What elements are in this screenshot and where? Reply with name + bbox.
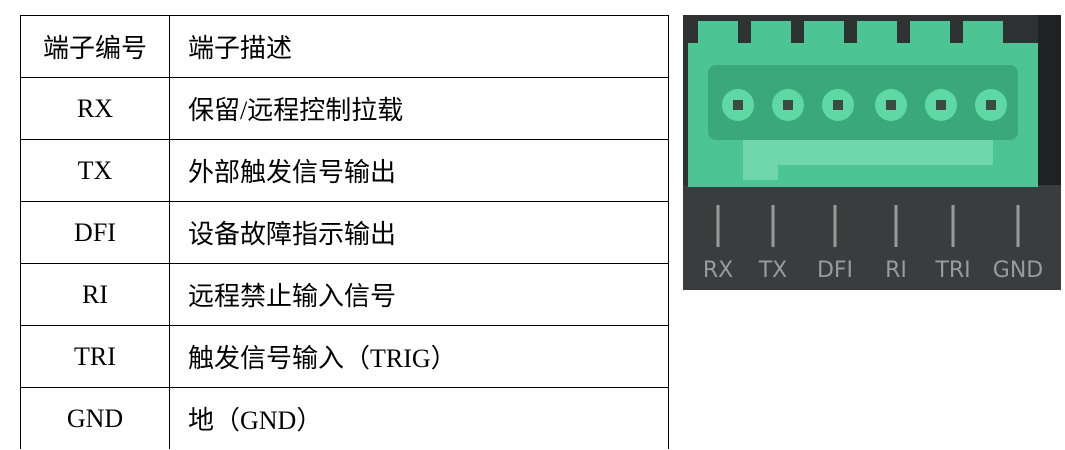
description-cell: 触发信号输入（TRIG） <box>169 325 669 388</box>
pin-label: RI <box>885 258 907 283</box>
table-row: TX 外部触发信号输出 <box>20 139 669 202</box>
pin-label: RX <box>703 258 733 283</box>
pin-label: TX <box>758 258 788 283</box>
table-row: GND 地（GND） <box>20 387 669 449</box>
table-row: RX 保留/远程控制拉载 <box>20 77 669 140</box>
terminal-cell: GND <box>20 387 170 449</box>
pin-label: DFI <box>817 258 853 283</box>
terminal-cell: 端子编号 <box>20 15 170 78</box>
pin-label: GND <box>993 258 1043 283</box>
terminal-cell: TRI <box>20 325 170 388</box>
description-cell: 外部触发信号输出 <box>169 139 669 202</box>
terminal-table: 端子编号 端子描述 RX 保留/远程控制拉载 TX 外部触发信号输出 DFI 设备故障指示输出… <box>20 15 669 449</box>
table-row: RI 远程禁止输入信号 <box>20 263 669 326</box>
description-cell: 设备故障指示输出 <box>169 201 669 264</box>
table-row: DFI 设备故障指示输出 <box>20 201 669 264</box>
terminal-cell: DFI <box>20 201 170 264</box>
header-row: 端子编号 端子描述 <box>20 15 669 78</box>
description-cell: 远程禁止输入信号 <box>169 263 669 326</box>
description-cell: 地（GND） <box>169 387 669 449</box>
description-cell: 保留/远程控制拉载 <box>169 77 669 140</box>
table-row: TRI 触发信号输入（TRIG） <box>20 325 669 388</box>
terminal-cell: RI <box>20 263 170 326</box>
description-cell: 端子描述 <box>169 15 669 78</box>
terminal-cell: RX <box>20 77 170 140</box>
connector-photo: RX TX DFI RI TRI GND <box>683 15 1061 290</box>
pin-label: TRI <box>934 258 970 283</box>
terminal-cell: TX <box>20 139 170 202</box>
